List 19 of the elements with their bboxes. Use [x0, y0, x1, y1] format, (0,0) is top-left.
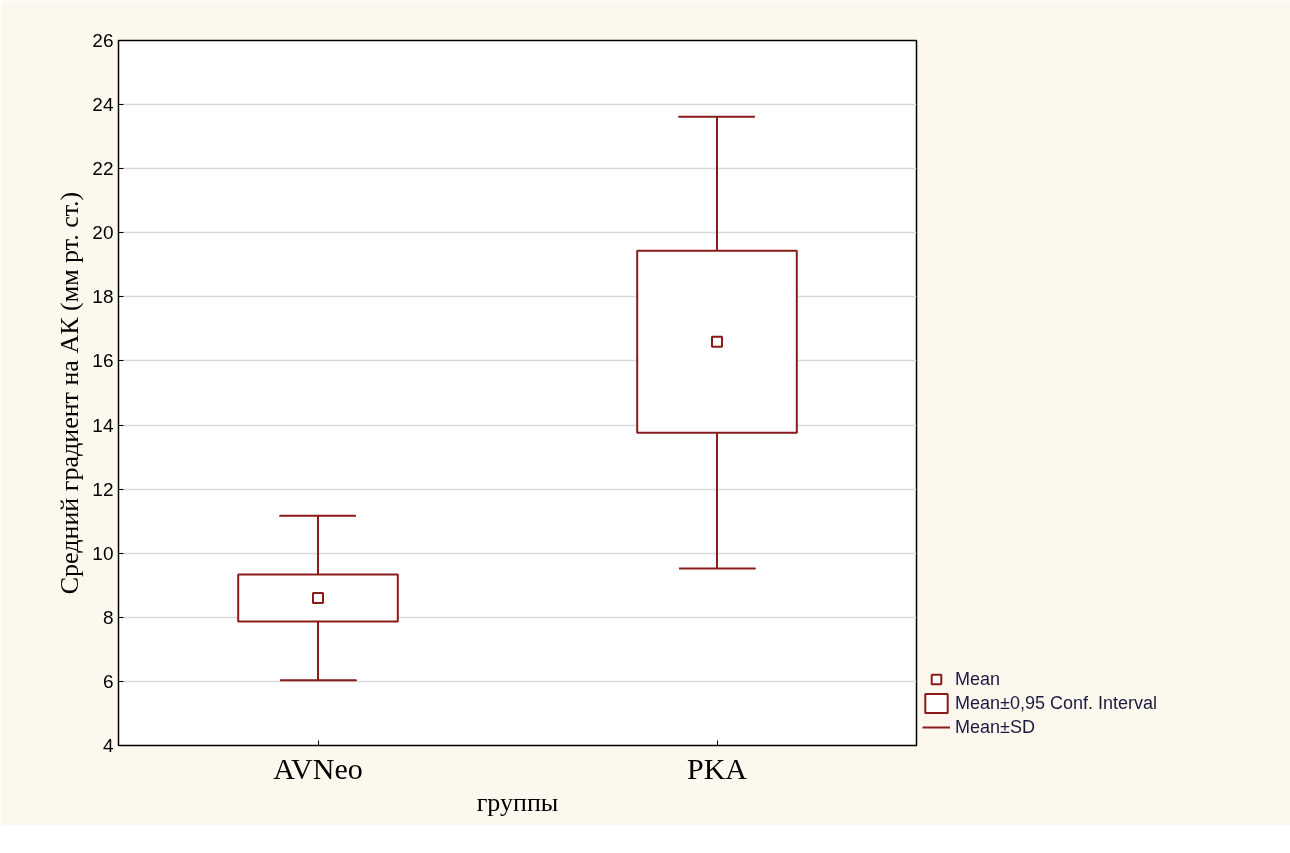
- y-tick-label: 14: [92, 414, 114, 436]
- y-tick-label: 24: [92, 94, 114, 116]
- y-axis-title: Средний градиент на АК (мм рт. ст.): [55, 191, 85, 595]
- y-tick-label: 10: [92, 542, 114, 564]
- y-tick-label: 22: [92, 158, 114, 180]
- y-tick-label: 12: [92, 478, 114, 500]
- legend-label: Mean: [955, 667, 1001, 691]
- y-tick-label: 6: [102, 670, 114, 692]
- y-tick-label: 4: [102, 735, 114, 756]
- text: Mean±SD: [955, 715, 1035, 739]
- x-tick-label: AVNeo: [273, 751, 363, 785]
- x-axis-title: группы: [476, 787, 559, 817]
- y-tick-label: 18: [92, 286, 114, 308]
- legend-label: Mean±0,95 Conf. Interval: [955, 691, 1157, 715]
- y-tick-label: 20: [92, 222, 114, 244]
- y-tick-label: 8: [102, 606, 114, 628]
- y-tick-label: 26: [92, 30, 114, 51]
- y-tick-label: 16: [92, 350, 114, 372]
- x-tick-label: PKA: [686, 751, 748, 785]
